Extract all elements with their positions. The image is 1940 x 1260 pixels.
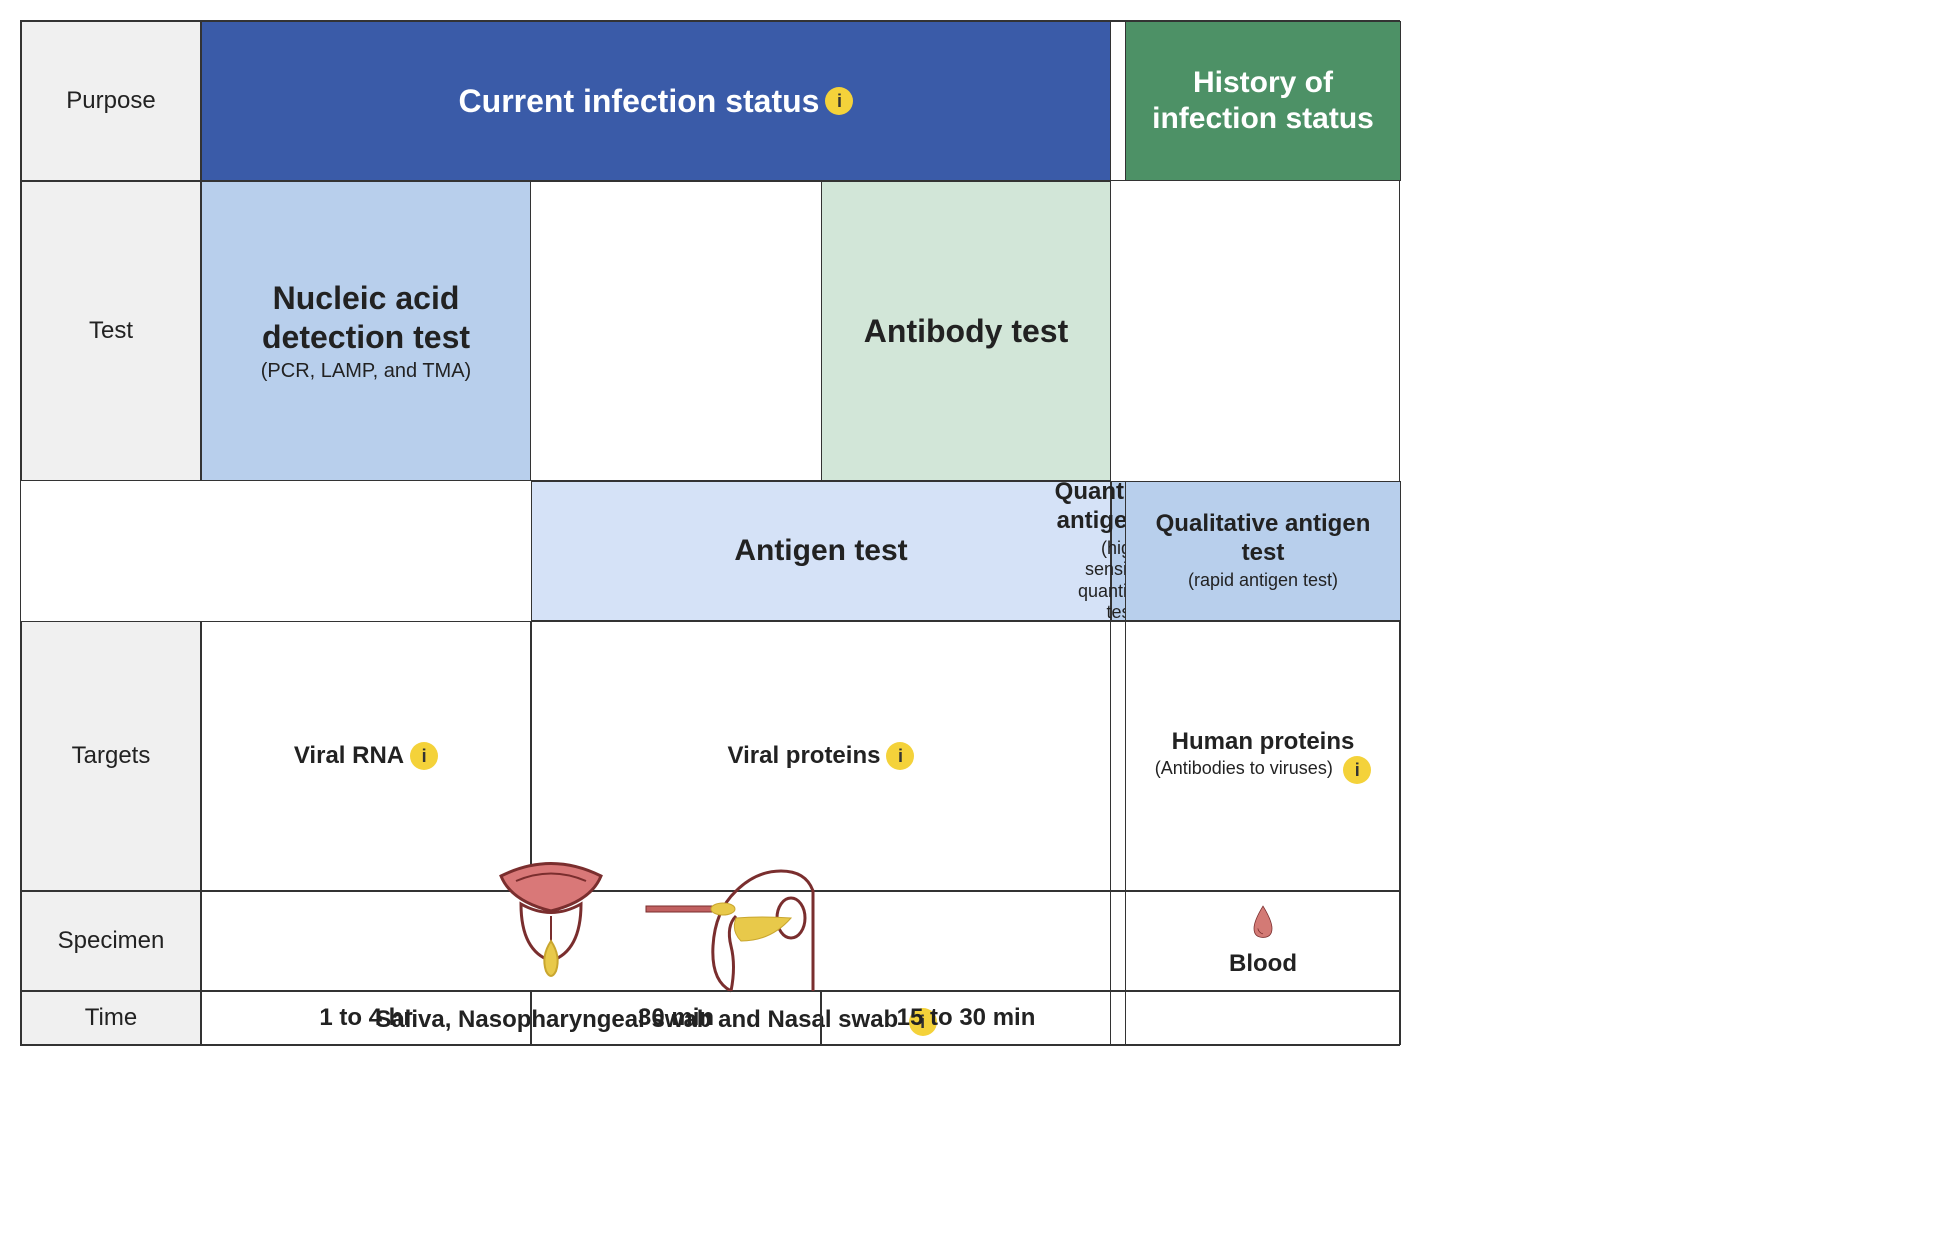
column-spacer xyxy=(1111,991,1125,1045)
test-antibody-title: Antibody test xyxy=(864,312,1068,350)
test-nucleic-title: Nucleic acid detection test xyxy=(214,279,518,356)
specimen-blood-label: Blood xyxy=(1229,950,1297,978)
test-antigen-header: Antigen test xyxy=(531,481,1111,621)
test-antigen-qual-sub: (rapid antigen test) xyxy=(1188,570,1338,592)
time-nucleic-label: 1 to 4 hr xyxy=(319,1004,412,1032)
targets-nucleic: Viral RNA i xyxy=(201,621,531,891)
purpose-history-label: History of infection status xyxy=(1138,65,1388,137)
saliva-icon xyxy=(491,856,611,986)
info-icon[interactable]: i xyxy=(410,742,438,770)
row-header-label: Time xyxy=(85,1004,137,1032)
targets-antibody-sub: (Antibodies to viruses) xyxy=(1155,758,1333,778)
test-comparison-table: Purpose Current infection status i Histo… xyxy=(20,20,1400,1046)
column-spacer xyxy=(1111,621,1125,891)
column-spacer xyxy=(531,181,821,481)
row-header-label: Specimen xyxy=(58,927,165,955)
test-nucleic-sub: (PCR, LAMP, and TMA) xyxy=(261,360,471,383)
time-nucleic: 1 to 4 hr xyxy=(201,991,531,1045)
purpose-history: History of infection status xyxy=(1125,21,1401,181)
specimen-blood: Blood xyxy=(1125,891,1401,991)
time-antigen-quant-label: 30 min xyxy=(638,1004,714,1032)
specimen-icons xyxy=(491,846,821,996)
test-nucleic: Nucleic acid detection test (PCR, LAMP, … xyxy=(201,181,531,481)
nasal-swab-icon xyxy=(641,846,821,996)
purpose-current: Current infection status i xyxy=(201,21,1111,181)
row-header-time: Time xyxy=(21,991,201,1045)
row-header-label: Purpose xyxy=(66,87,155,115)
info-icon[interactable]: i xyxy=(825,87,853,115)
info-icon[interactable]: i xyxy=(1343,756,1371,784)
column-spacer xyxy=(1111,891,1125,991)
test-antigen-qual: Qualitative antigen test (rapid antigen … xyxy=(1125,481,1401,621)
blood-drop-icon xyxy=(1208,904,1318,940)
time-antigen-qual-label: 15 to 30 min xyxy=(897,1004,1036,1032)
targets-antibody-label: Human proteins xyxy=(1172,728,1355,755)
time-antigen-quant: 30 min xyxy=(531,991,821,1045)
row-header-label: Targets xyxy=(72,742,151,770)
time-antigen-qual: 15 to 30 min xyxy=(821,991,1111,1045)
info-icon[interactable]: i xyxy=(886,742,914,770)
test-antibody: Antibody test xyxy=(821,181,1111,481)
row-header-test: Test xyxy=(21,181,201,481)
row-header-label: Test xyxy=(89,317,133,345)
targets-antigen-label: Viral proteins xyxy=(728,742,881,770)
row-header-targets: Targets xyxy=(21,621,201,891)
test-antigen-qual-title: Qualitative antigen test xyxy=(1138,510,1388,568)
column-spacer xyxy=(1111,21,1125,181)
purpose-current-label: Current infection status xyxy=(459,83,820,120)
test-antigen-header-label: Antigen test xyxy=(734,534,907,568)
row-header-purpose: Purpose xyxy=(21,21,201,181)
row-header-specimen: Specimen xyxy=(21,891,201,991)
targets-antibody: Human proteins (Antibodies to viruses) i xyxy=(1125,621,1401,891)
time-antibody xyxy=(1125,991,1401,1045)
specimen-swab: Saliva, Nasopharyngeal swab and Nasal sw… xyxy=(201,891,1111,991)
targets-nucleic-label: Viral RNA xyxy=(294,742,404,770)
